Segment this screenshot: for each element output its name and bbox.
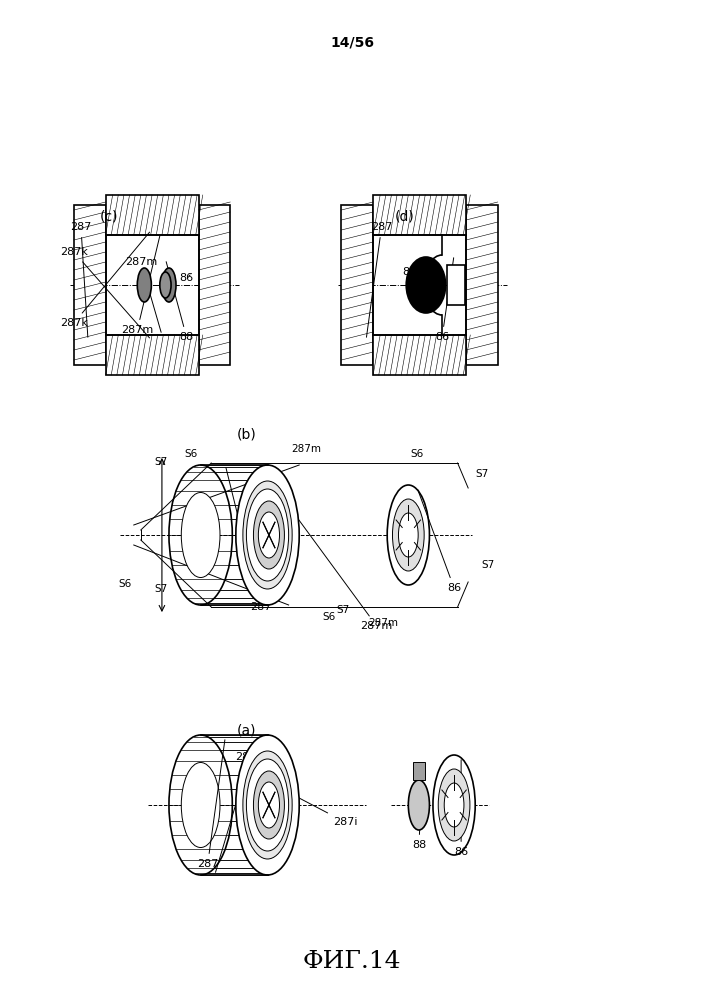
Text: 287m: 287m xyxy=(272,484,393,631)
FancyBboxPatch shape xyxy=(373,195,466,235)
Ellipse shape xyxy=(408,780,429,830)
Ellipse shape xyxy=(246,759,289,851)
Text: 86: 86 xyxy=(435,258,453,342)
Text: 287k: 287k xyxy=(60,247,149,338)
Ellipse shape xyxy=(243,481,292,589)
Text: S7: S7 xyxy=(154,457,167,467)
Text: 287: 287 xyxy=(226,468,271,612)
Text: S7: S7 xyxy=(154,584,167,594)
Text: (d): (d) xyxy=(395,210,415,224)
Text: 287m: 287m xyxy=(125,257,161,332)
Ellipse shape xyxy=(182,492,220,578)
FancyBboxPatch shape xyxy=(341,205,373,365)
Text: ФИГ.14: ФИГ.14 xyxy=(303,950,401,974)
Ellipse shape xyxy=(387,485,429,585)
Ellipse shape xyxy=(182,762,220,848)
Ellipse shape xyxy=(236,735,299,875)
Ellipse shape xyxy=(162,268,176,302)
Ellipse shape xyxy=(246,489,289,581)
Text: 287k: 287k xyxy=(253,755,282,855)
Text: 88: 88 xyxy=(412,780,426,850)
Ellipse shape xyxy=(398,513,418,557)
Text: 88: 88 xyxy=(166,262,194,342)
Text: 14/56: 14/56 xyxy=(330,35,374,49)
Text: S6: S6 xyxy=(411,449,424,459)
Ellipse shape xyxy=(253,501,284,569)
FancyBboxPatch shape xyxy=(106,335,199,375)
Bar xyxy=(447,265,465,305)
Text: S7: S7 xyxy=(337,605,349,615)
Ellipse shape xyxy=(137,268,151,302)
Text: 287m: 287m xyxy=(369,618,398,628)
FancyBboxPatch shape xyxy=(373,335,466,375)
Text: 287k: 287k xyxy=(60,232,149,328)
Text: 287: 287 xyxy=(367,222,392,337)
Ellipse shape xyxy=(169,465,232,605)
Ellipse shape xyxy=(439,769,470,841)
Text: 287m: 287m xyxy=(291,444,321,454)
FancyBboxPatch shape xyxy=(199,205,230,365)
Text: 86: 86 xyxy=(180,273,194,283)
Text: S6: S6 xyxy=(323,612,336,622)
Ellipse shape xyxy=(169,735,232,875)
Text: S6: S6 xyxy=(409,524,422,534)
Ellipse shape xyxy=(253,771,284,839)
Text: 88: 88 xyxy=(403,259,424,277)
Text: 287m: 287m xyxy=(121,236,160,335)
Text: 287: 287 xyxy=(70,222,92,337)
Text: S6: S6 xyxy=(185,449,198,459)
Ellipse shape xyxy=(444,783,464,827)
Text: S6: S6 xyxy=(119,579,132,589)
Ellipse shape xyxy=(258,512,279,558)
Bar xyxy=(413,762,425,780)
Text: 86: 86 xyxy=(454,760,468,857)
Text: 86: 86 xyxy=(417,490,461,593)
Ellipse shape xyxy=(433,755,475,855)
FancyBboxPatch shape xyxy=(106,195,199,235)
Text: 287: 287 xyxy=(197,740,225,869)
Ellipse shape xyxy=(236,465,299,605)
Text: 287K: 287K xyxy=(215,752,264,872)
Ellipse shape xyxy=(393,499,424,571)
Circle shape xyxy=(406,257,446,313)
Text: (a): (a) xyxy=(237,723,256,737)
Text: S7: S7 xyxy=(476,469,489,479)
Text: (b): (b) xyxy=(237,428,256,442)
Text: 287i: 287i xyxy=(280,788,357,827)
Text: (c): (c) xyxy=(100,210,118,224)
Ellipse shape xyxy=(160,272,171,298)
FancyBboxPatch shape xyxy=(466,205,498,365)
Text: S7: S7 xyxy=(482,560,494,570)
Ellipse shape xyxy=(243,751,292,859)
Ellipse shape xyxy=(258,782,279,828)
FancyBboxPatch shape xyxy=(74,205,106,365)
